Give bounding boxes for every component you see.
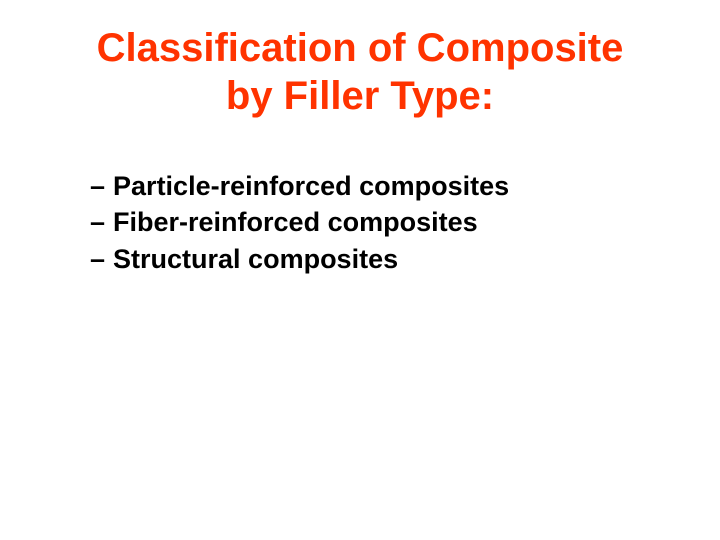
bullet-text: Particle-reinforced composites [113, 168, 509, 204]
list-item: – Particle-reinforced composites [90, 168, 670, 204]
bullet-text: Fiber-reinforced composites [113, 204, 478, 240]
dash-icon: – [90, 241, 105, 277]
bullet-list: – Particle-reinforced composites – Fiber… [50, 168, 670, 277]
dash-icon: – [90, 204, 105, 240]
title-line-2: by Filler Type: [226, 74, 494, 118]
dash-icon: – [90, 168, 105, 204]
slide-title: Classification of Composite by Filler Ty… [50, 24, 670, 120]
list-item: – Fiber-reinforced composites [90, 204, 670, 240]
bullet-text: Structural composites [113, 241, 398, 277]
title-line-1: Classification of Composite [97, 26, 624, 70]
slide-container: Classification of Composite by Filler Ty… [0, 0, 720, 540]
list-item: – Structural composites [90, 241, 670, 277]
